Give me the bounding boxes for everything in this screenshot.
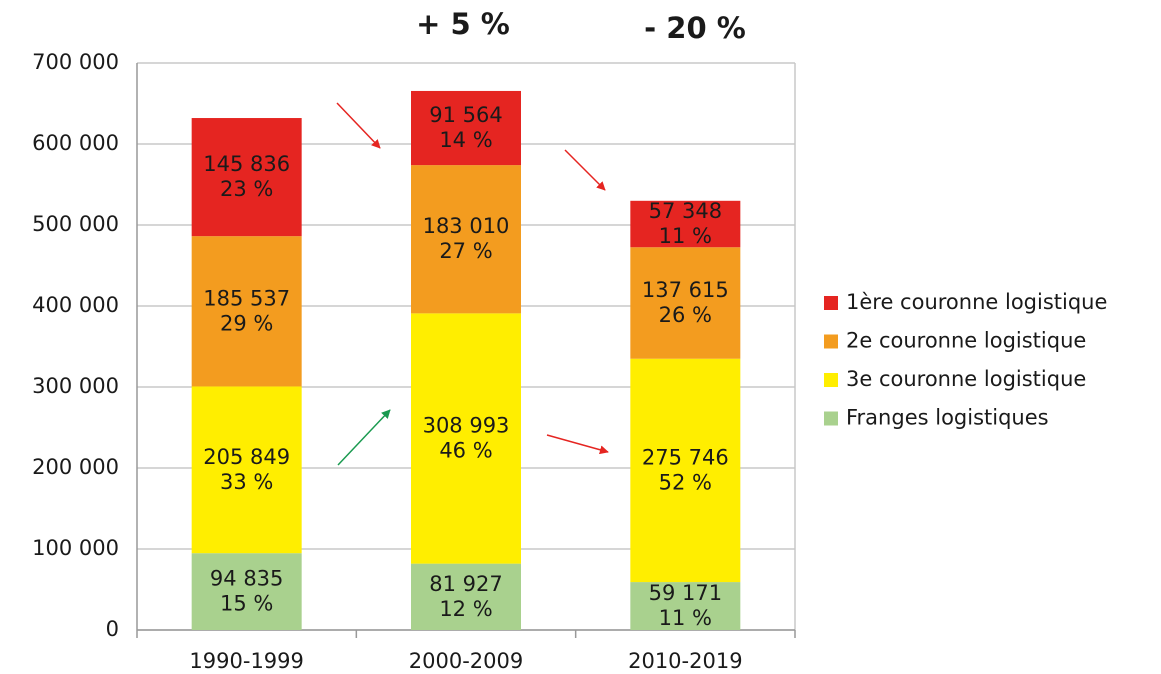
x-tick-label: 2000-2009 [409, 649, 523, 673]
data-label: 46 % [439, 438, 492, 462]
bar-segment [411, 165, 521, 314]
data-label: 275 746 [642, 445, 729, 469]
bar-segment [630, 247, 741, 359]
bar-segment [191, 386, 302, 554]
data-label: 308 993 [423, 413, 510, 437]
legend-label: 1ère couronne logistique [846, 290, 1107, 314]
data-label: 57 348 [649, 199, 722, 223]
data-label: 27 % [439, 239, 492, 263]
bar-segment [411, 313, 521, 564]
arrow [337, 409, 391, 466]
annotation: + 5 % [416, 7, 510, 41]
data-label: 81 927 [429, 572, 502, 596]
data-label: 91 564 [429, 103, 502, 127]
y-tick-label: 100 000 [32, 536, 119, 560]
data-label: 33 % [220, 470, 273, 494]
legend-swatch [824, 373, 838, 387]
y-tick-label: 600 000 [32, 131, 119, 155]
data-label: 15 % [220, 592, 273, 616]
data-label: 14 % [439, 128, 492, 152]
bar-segment [411, 90, 521, 166]
y-tick-label: 200 000 [32, 455, 119, 479]
x-tick-label: 2010-2019 [628, 649, 742, 673]
bar-segment [630, 200, 741, 248]
legend-label: Franges logistiques [846, 406, 1049, 430]
y-tick-label: 700 000 [32, 50, 119, 74]
legend-label: 2e couronne logistique [846, 329, 1086, 353]
data-label: 59 171 [649, 581, 722, 605]
bar-segment [191, 236, 302, 387]
y-tick-label: 300 000 [32, 374, 119, 398]
data-label: 145 836 [203, 152, 290, 176]
data-label: 23 % [220, 177, 273, 201]
arrow [546, 434, 609, 455]
legend-swatch [824, 334, 838, 349]
legend-label: 3e couronne logistique [846, 367, 1086, 391]
data-label: 11 % [659, 224, 712, 248]
bar-segment [191, 553, 302, 630]
bar-segment [630, 358, 741, 583]
x-tick-label: 1990-1999 [189, 649, 303, 673]
y-tick-label: 0 [106, 617, 119, 641]
bar-segment [630, 582, 741, 630]
bar-segment [191, 118, 302, 237]
data-label: 26 % [659, 303, 712, 327]
data-label: 12 % [439, 597, 492, 621]
data-label: 94 835 [210, 567, 283, 591]
data-label: 11 % [659, 606, 712, 630]
legend-swatch [824, 296, 838, 310]
y-tick-label: 400 000 [32, 293, 119, 317]
data-label: 52 % [659, 470, 712, 494]
plot: 0 100 000 200 000 300 000 400 000 500 000 600 … [32, 50, 1107, 673]
y-tick-label: 500 000 [32, 212, 119, 236]
data-label: 137 615 [642, 278, 729, 302]
data-label: 185 537 [203, 286, 290, 310]
arrow [564, 149, 606, 191]
annotation: - 20 % [644, 11, 746, 45]
arrow [336, 102, 381, 149]
data-label: 205 849 [203, 445, 290, 469]
data-label: 183 010 [423, 214, 510, 238]
bar-segment [411, 563, 521, 630]
legend-swatch [824, 411, 838, 426]
data-label: 29 % [220, 311, 273, 335]
